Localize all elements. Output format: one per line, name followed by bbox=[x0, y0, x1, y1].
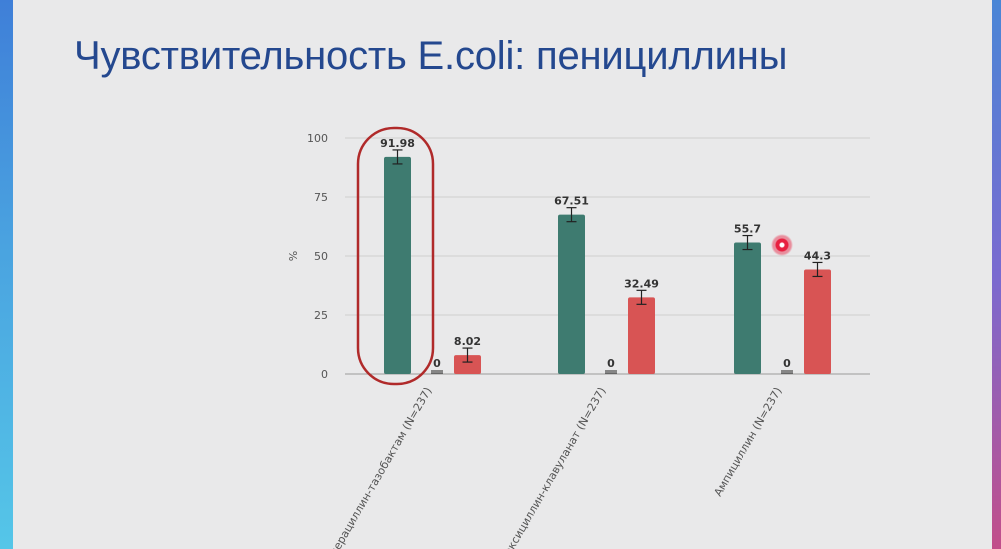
highlight-ring bbox=[356, 126, 435, 386]
right-accent-bar bbox=[992, 0, 1001, 549]
category-labels: Пиперациллин-тазобактам (N=237) Амоксицил… bbox=[319, 385, 784, 549]
data-label: 0 bbox=[607, 357, 615, 370]
laser-pointer-dot bbox=[771, 234, 793, 256]
bar bbox=[804, 269, 831, 374]
y-tick-label: 0 bbox=[321, 368, 328, 381]
left-accent-bar bbox=[0, 0, 13, 549]
category-label: Амоксициллин-клавуланат (N=237) bbox=[494, 385, 609, 549]
y-tick-label: 25 bbox=[314, 309, 328, 322]
category-label: Ампициллин (N=237) bbox=[711, 385, 784, 499]
bar bbox=[558, 214, 585, 374]
data-label: 44.3 bbox=[804, 249, 831, 262]
data-labels: 91.98 0 8.02 67.51 0 32.49 55.7 0 44.3 bbox=[380, 137, 831, 370]
bar bbox=[384, 156, 411, 374]
y-axis-label: % bbox=[287, 251, 300, 261]
bars bbox=[384, 149, 831, 374]
data-label: 91.98 bbox=[380, 137, 415, 150]
slide-title: Чувствительность E.coli: пенициллины bbox=[74, 34, 788, 78]
gridlines bbox=[345, 137, 870, 375]
bar bbox=[454, 355, 481, 374]
data-label: 55.7 bbox=[734, 223, 761, 236]
data-label: 8.02 bbox=[454, 335, 481, 348]
data-label: 0 bbox=[783, 357, 791, 370]
data-label: 32.49 bbox=[624, 277, 659, 290]
y-tick-label: 75 bbox=[314, 191, 328, 204]
y-tick-label: 100 bbox=[307, 132, 328, 145]
data-label: 67.51 bbox=[554, 195, 589, 208]
bar bbox=[628, 297, 655, 374]
bar bbox=[734, 242, 761, 374]
y-tick-label: 50 bbox=[314, 250, 328, 263]
category-label: Пиперациллин-тазобактам (N=237) bbox=[319, 385, 434, 549]
data-label: 0 bbox=[433, 357, 441, 370]
y-axis-ticks: 0 25 50 75 100 bbox=[307, 132, 328, 381]
